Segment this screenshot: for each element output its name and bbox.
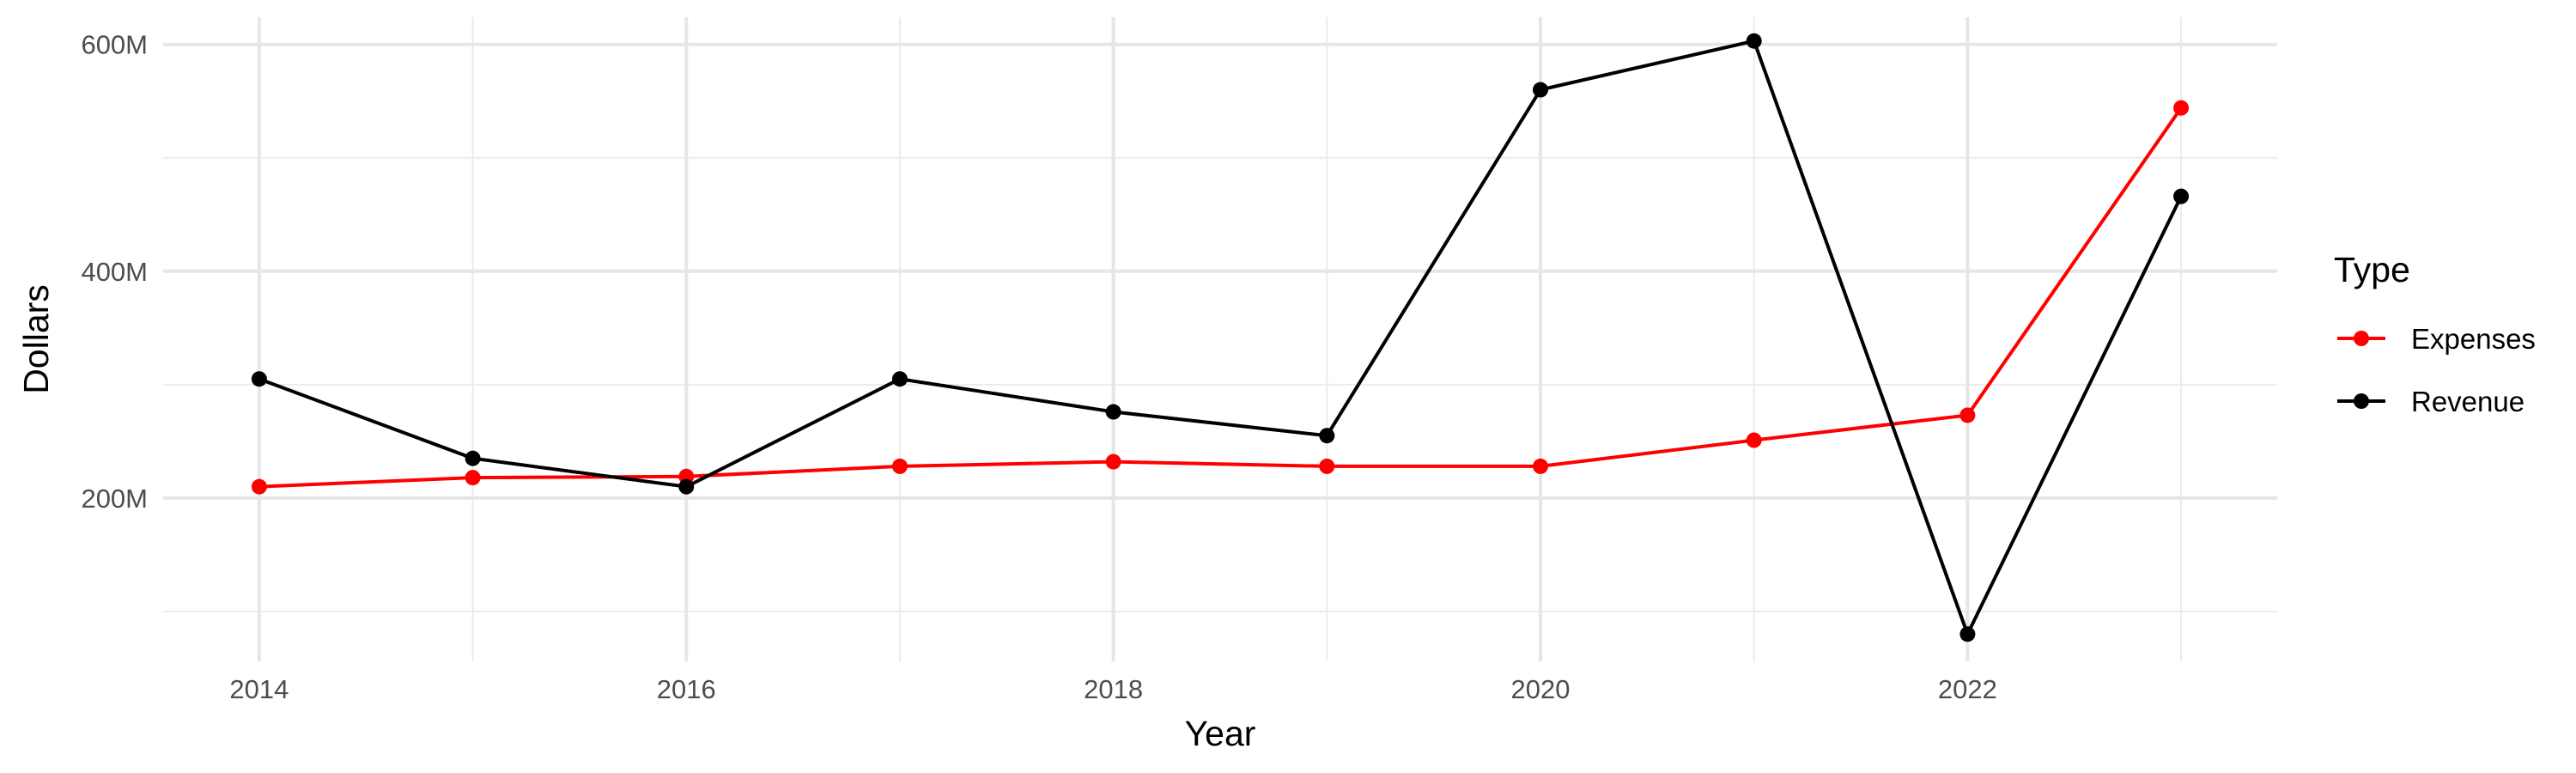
series-expenses [251,100,2190,495]
revenue-point [1533,82,1549,98]
legend-item-revenue: Revenue [2337,386,2524,417]
y-tick-label: 400M [81,257,148,287]
revenue-point [2173,188,2190,204]
expenses-point [1746,432,1762,448]
legend-key-point [2354,393,2369,409]
legend-key-point [2354,331,2369,346]
revenue-point [465,450,481,466]
y-tick-label: 600M [81,30,148,60]
series-revenue [251,33,2190,642]
legend-label: Expenses [2411,323,2536,355]
x-tick-label: 2016 [657,674,716,704]
x-tick-label: 2020 [1511,674,1571,704]
legend-label: Revenue [2411,386,2524,417]
expenses-point [2173,100,2190,116]
revenue-point [1746,33,1762,49]
expenses-point [1533,458,1549,474]
legend: Type Expenses Revenue [2334,250,2536,417]
expenses-point [465,470,481,486]
legend-items: Expenses Revenue [2337,323,2536,417]
revenue-point [891,371,908,387]
y-axis-title: Dollars [16,284,56,394]
expenses-point [891,458,908,474]
legend-item-expenses: Expenses [2337,323,2536,355]
revenue-line [257,39,2184,636]
series-layer [251,33,2190,642]
expenses-line [257,106,2184,489]
grid-layer [163,17,2277,661]
revenue-point [1105,404,1121,420]
x-tick-label: 2018 [1084,674,1143,704]
legend-title: Type [2334,250,2410,289]
y-tick-label: 200M [81,484,148,514]
expenses-point [1959,407,1976,423]
revenue-point [678,478,695,495]
revenue-point [1959,626,1976,642]
x-axis-title: Year [1185,714,1256,753]
revenue-point [1319,428,1335,444]
x-tick-label: 2022 [1938,674,1997,704]
expenses-point [1105,453,1121,470]
x-tick-label: 2014 [229,674,289,704]
revenue-point [251,371,267,387]
expenses-point [251,478,267,495]
expenses-point [1319,458,1335,474]
tick-labels: 2014 2016 2018 2020 2022 200M 400M 600M [81,30,1996,704]
